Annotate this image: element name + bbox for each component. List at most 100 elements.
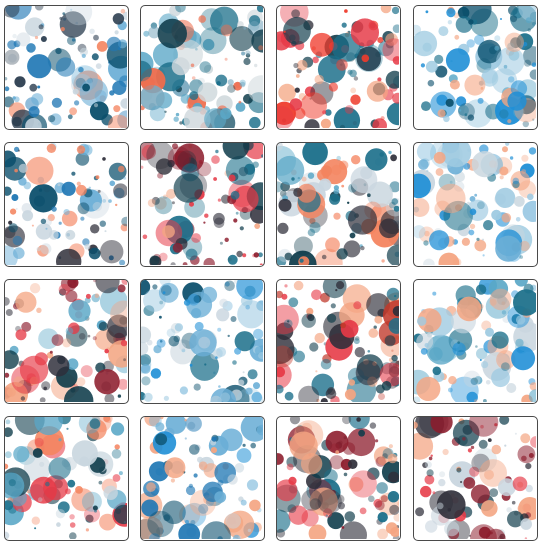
bubble <box>462 162 470 170</box>
bubble <box>5 472 25 499</box>
bubble <box>67 479 76 488</box>
bubble-tile[interactable] <box>4 142 129 267</box>
bubble <box>237 300 264 329</box>
bubble <box>34 527 37 530</box>
bubble <box>478 468 482 471</box>
bubble <box>198 15 207 23</box>
bubble <box>351 18 380 47</box>
bubble-tile[interactable] <box>412 5 538 130</box>
bubble <box>391 354 399 362</box>
bubble <box>417 308 442 333</box>
bubble-tile[interactable] <box>140 279 266 404</box>
bubble <box>461 237 470 246</box>
bubble <box>234 463 245 473</box>
bubble <box>141 76 155 90</box>
bubble <box>34 417 63 436</box>
bubble <box>278 83 297 102</box>
bubble <box>387 244 400 265</box>
bubble-image <box>413 6 536 128</box>
bubble <box>432 366 441 376</box>
bubble <box>12 116 22 127</box>
bubble <box>241 51 246 56</box>
bubble <box>141 341 149 356</box>
bubble <box>338 502 346 510</box>
bubble <box>173 335 181 343</box>
bubble <box>17 508 22 513</box>
bubble <box>350 87 357 94</box>
bubble <box>210 395 222 402</box>
bubble <box>31 516 40 525</box>
bubble <box>114 30 119 35</box>
bubble <box>436 502 444 510</box>
bubble <box>48 115 56 123</box>
bubble <box>78 66 84 73</box>
bubble-tile[interactable] <box>140 5 266 130</box>
bubble <box>45 227 48 230</box>
bubble <box>336 59 349 71</box>
bubble <box>526 193 534 201</box>
bubble <box>117 284 126 293</box>
bubble <box>243 57 251 66</box>
bubble-tile[interactable] <box>4 279 129 404</box>
bubble-image <box>413 280 536 402</box>
bubble <box>173 116 180 122</box>
bubble <box>196 161 212 177</box>
bubble <box>447 387 453 393</box>
bubble <box>82 83 90 92</box>
bubble <box>517 180 536 198</box>
bubble-tile[interactable] <box>4 416 129 541</box>
bubble <box>374 446 394 466</box>
bubble <box>258 352 264 359</box>
bubble <box>143 392 153 402</box>
bubble <box>430 454 433 457</box>
bubble-tile[interactable] <box>412 279 538 404</box>
bubble-tile[interactable] <box>140 142 266 267</box>
bubble <box>257 6 264 13</box>
bubble <box>320 165 333 177</box>
bubble <box>322 110 327 115</box>
bubble <box>277 256 287 265</box>
bubble <box>440 143 471 168</box>
bubble <box>510 80 527 97</box>
bubble <box>425 60 438 73</box>
bubble-tile[interactable] <box>140 416 266 541</box>
bubble <box>527 28 531 32</box>
bubble <box>256 424 264 436</box>
bubble <box>377 512 389 523</box>
bubble-tile[interactable] <box>276 142 402 267</box>
bubble <box>197 82 218 103</box>
bubble <box>76 145 86 154</box>
bubble <box>60 27 65 32</box>
bubble <box>204 108 227 128</box>
bubble <box>227 79 234 86</box>
bubble <box>253 382 261 390</box>
bubble-tile[interactable] <box>276 5 402 130</box>
bubble <box>481 68 498 84</box>
bubble-tile[interactable] <box>412 416 538 541</box>
bubble <box>14 76 26 88</box>
bubble <box>117 110 127 128</box>
bubble-tile[interactable] <box>412 142 538 267</box>
bubble <box>300 92 328 119</box>
bubble <box>47 214 55 222</box>
bubble <box>390 154 398 162</box>
bubble-tile[interactable] <box>276 416 402 541</box>
bubble <box>301 176 307 182</box>
bubble <box>155 422 165 432</box>
bubble <box>153 345 162 354</box>
bubble <box>197 456 204 463</box>
bubble <box>141 516 164 539</box>
bubble <box>375 439 379 443</box>
bubble <box>393 56 400 65</box>
bubble <box>224 237 230 242</box>
bubble <box>382 38 400 62</box>
bubble <box>375 456 387 467</box>
bubble <box>99 220 107 227</box>
bubble-tile[interactable] <box>276 279 402 404</box>
bubble-tile[interactable] <box>4 5 129 130</box>
bubble <box>247 75 264 103</box>
bubble <box>77 202 90 215</box>
bubble <box>227 474 238 485</box>
bubble <box>345 105 354 114</box>
bubble <box>149 417 162 428</box>
